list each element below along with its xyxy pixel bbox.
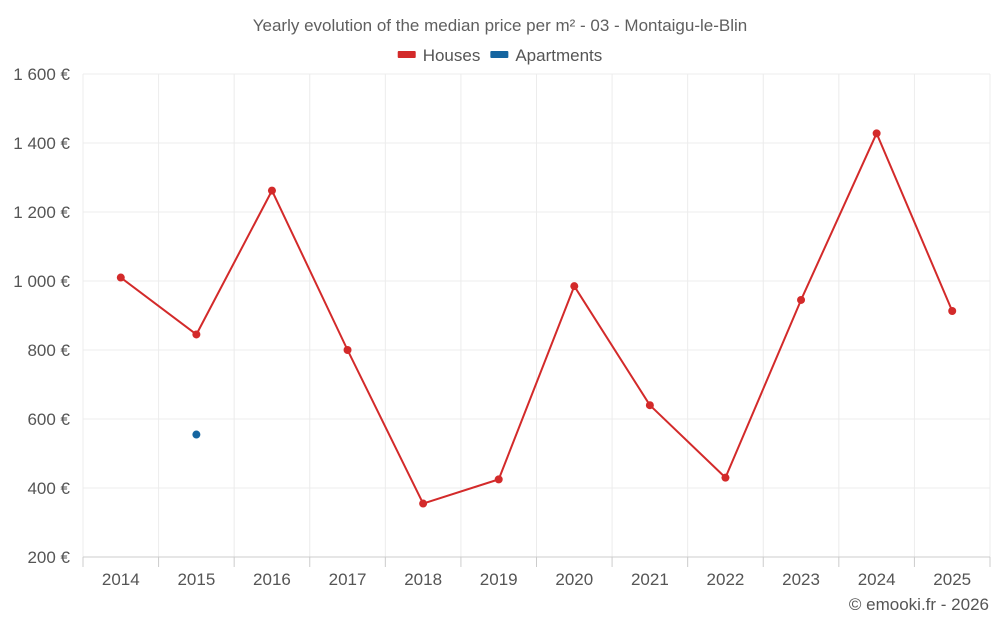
y-tick-label: 1 600 € — [13, 65, 70, 84]
y-tick-label: 600 € — [27, 410, 70, 429]
legend-item-houses[interactable]: Houses — [397, 46, 481, 65]
series-line-houses — [120, 132, 954, 505]
data-point-houses[interactable] — [494, 475, 503, 484]
data-point-houses[interactable] — [645, 401, 654, 410]
data-point-houses[interactable] — [419, 499, 428, 508]
legend-swatch — [490, 51, 509, 58]
data-point-houses[interactable] — [343, 346, 352, 354]
data-point-houses[interactable] — [267, 186, 276, 195]
x-tick-label: 2015 — [177, 570, 215, 589]
x-tick-label: 2025 — [933, 570, 971, 589]
x-tick-label: 2024 — [858, 570, 896, 589]
data-point-houses[interactable] — [948, 307, 957, 316]
x-tick-label: 2020 — [555, 570, 593, 589]
y-tick-label: 200 € — [27, 548, 70, 567]
x-tick-label: 2021 — [631, 570, 669, 589]
legend-label: Houses — [423, 46, 481, 65]
data-point-houses[interactable] — [872, 129, 881, 138]
x-tick-label: 2019 — [480, 570, 518, 589]
grid — [82, 73, 991, 557]
data-point-houses[interactable] — [570, 282, 579, 291]
y-tick-label: 1 400 € — [13, 134, 70, 153]
y-tick-label: 800 € — [27, 341, 70, 360]
data-point-houses[interactable] — [721, 473, 730, 482]
legend-swatch — [397, 51, 416, 58]
legend: Houses Apartments — [397, 46, 602, 65]
x-tick-label: 2022 — [707, 570, 745, 589]
legend-item-apartments[interactable]: Apartments — [490, 46, 602, 65]
x-tick-label: 2018 — [404, 570, 442, 589]
data-point-houses[interactable] — [116, 273, 125, 282]
y-tick-label: 1 200 € — [13, 203, 70, 222]
x-tick-label: 2014 — [102, 570, 140, 589]
data-point-houses[interactable] — [797, 295, 806, 304]
credit-text: © emooki.fr - 2026 — [849, 595, 989, 614]
chart-title: Yearly evolution of the median price per… — [253, 16, 748, 35]
y-tick-label: 400 € — [27, 479, 70, 498]
x-tick-label: 2023 — [782, 570, 820, 589]
x-tick-label: 2016 — [253, 570, 291, 589]
y-axis: 200 € 400 € 600 € 800 € 1 000 € 1 200 € 1 400 … — [13, 65, 70, 567]
data-point-houses[interactable] — [192, 330, 201, 339]
y-tick-label: 1 000 € — [13, 272, 70, 291]
series-group — [116, 129, 957, 508]
x-tick-label: 2017 — [329, 570, 367, 589]
legend-label: Apartments — [515, 46, 602, 65]
data-point-apartments[interactable] — [192, 430, 201, 439]
x-axis: 2014 2015 2016 2017 2018 2019 2020 2021 2022 2023… — [82, 556, 991, 589]
